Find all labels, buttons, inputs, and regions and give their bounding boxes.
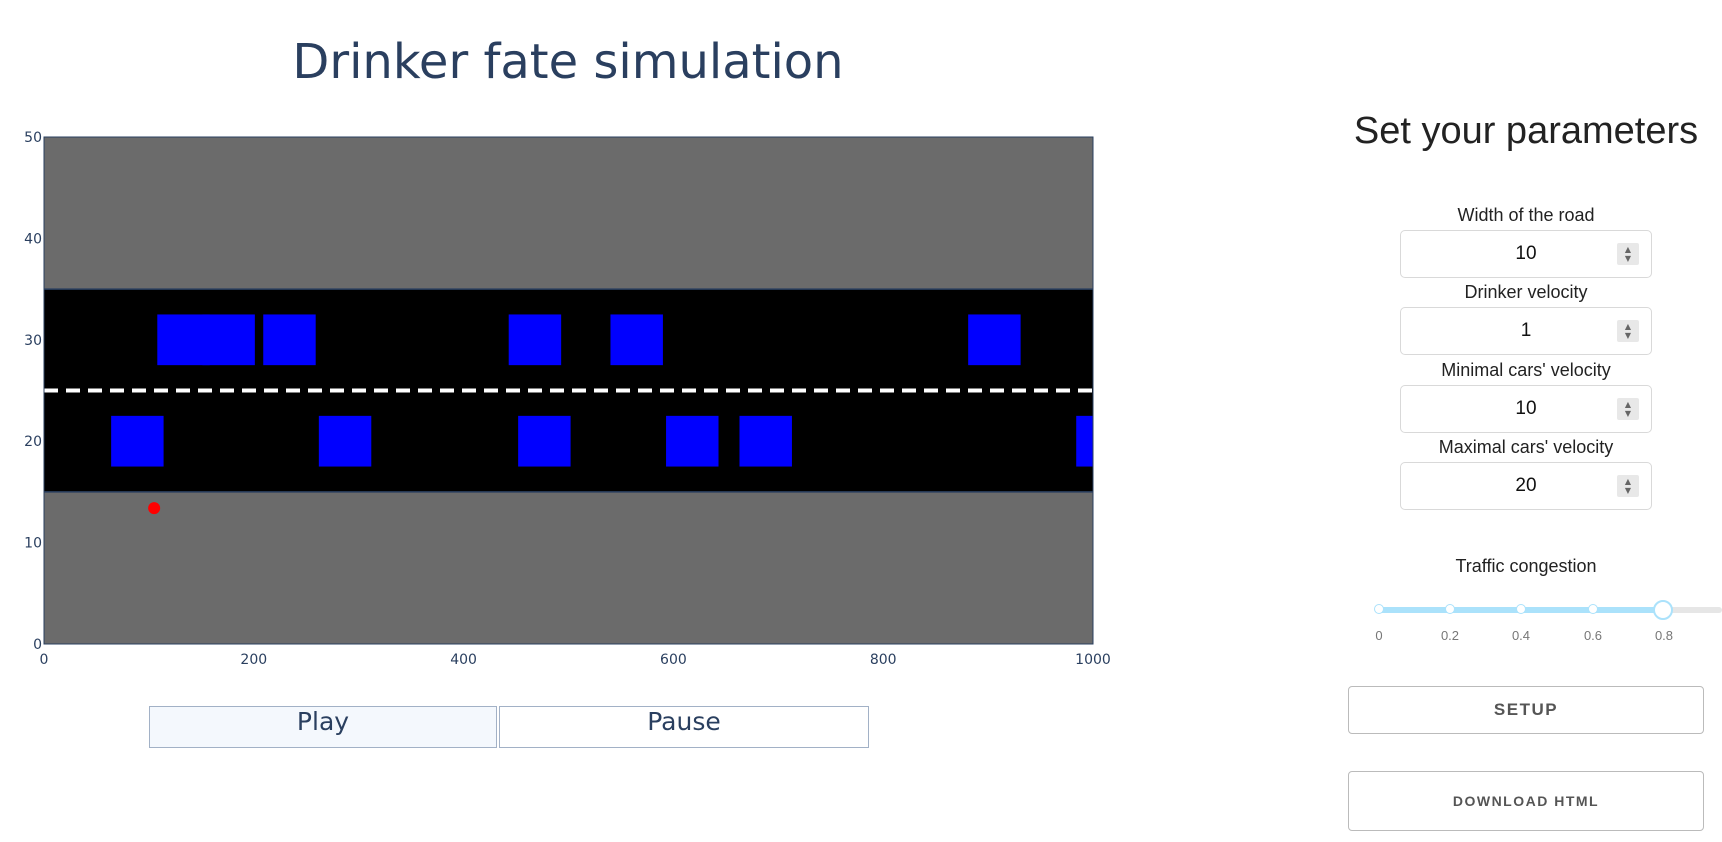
congestion-dot-0.4[interactable] [1516,604,1526,614]
pause-button[interactable]: Pause [499,706,869,748]
drinker-velocity-spinner[interactable]: ▲ ▼ [1617,320,1639,342]
y-tick-label: 0 [33,637,42,653]
car-11 [1076,415,1093,467]
car-6 [111,415,164,467]
road-width-label: Width of the road [1457,205,1595,225]
chevron-up-icon: ▲ [1624,477,1632,486]
play-button[interactable]: Play [149,706,497,748]
car-7 [318,415,372,467]
drinker-velocity-label: Drinker velocity [1464,282,1588,302]
congestion-mark-0.2: 0.2 [1440,628,1460,643]
min-car-velocity-value: 10 [1515,398,1537,419]
congestion-dot-0.2[interactable] [1445,604,1455,614]
y-tick-label: 40 [24,231,42,247]
congestion-label: Traffic congestion [1455,556,1597,576]
car-3 [508,314,562,366]
car-10 [739,415,792,467]
setup-button[interactable]: SETUP [1348,686,1704,734]
chevron-down-icon: ▼ [1624,486,1632,495]
congestion-dot-0[interactable] [1374,604,1384,614]
y-tick-label: 50 [24,130,42,146]
y-tick-label: 10 [24,536,42,552]
x-tick-label: 600 [660,652,687,668]
y-tick-label: 30 [24,333,42,349]
min-car-velocity-spinner[interactable]: ▲ ▼ [1617,398,1639,420]
drinker-velocity-input[interactable]: 1 ▲ ▼ [1400,307,1652,355]
car-0 [157,314,210,366]
road-width-spinner[interactable]: ▲ ▼ [1617,243,1639,265]
max-car-velocity-label: Maximal cars' velocity [1438,437,1614,457]
max-car-velocity-spinner[interactable]: ▲ ▼ [1617,475,1639,497]
x-tick-label: 200 [240,652,267,668]
car-9 [666,415,719,467]
simulation-title: Drinker fate simulation [292,34,844,90]
congestion-mark-0.6: 0.6 [1583,628,1603,643]
road-plot: 0 200 400 600 800 1000 0 10 20 30 40 50 [24,130,1111,668]
max-car-velocity-value: 20 [1515,475,1537,496]
congestion-slider-handle[interactable] [1653,600,1673,620]
congestion-dot-0.6[interactable] [1588,604,1598,614]
car-8 [518,415,571,467]
chevron-up-icon: ▲ [1624,400,1632,409]
x-tick-label: 800 [870,652,897,668]
min-car-velocity-label: Minimal cars' velocity [1441,360,1611,380]
download-html-button[interactable]: DOWNLOAD HTML [1348,771,1704,831]
chevron-down-icon: ▼ [1624,254,1632,263]
congestion-mark-0: 0 [1375,628,1383,643]
car-4 [610,314,663,366]
parameters-title: Set your parameters [1353,110,1699,152]
chevron-up-icon: ▲ [1624,245,1632,254]
chevron-up-icon: ▲ [1624,322,1632,331]
congestion-mark-0.4: 0.4 [1511,628,1531,643]
y-tick-label: 20 [24,434,42,450]
car-5 [968,314,1021,366]
x-tick-label: 0 [40,652,49,668]
max-car-velocity-input[interactable]: 20 ▲ ▼ [1400,462,1652,510]
plot-frame [43,136,1094,645]
chevron-down-icon: ▼ [1624,331,1632,340]
drinker-velocity-value: 1 [1520,320,1532,341]
car-2 [263,314,316,366]
x-tick-label: 1000 [1075,652,1111,668]
drinker-marker [148,502,161,515]
road-width-value: 10 [1515,243,1537,264]
car-1 [202,314,255,366]
congestion-mark-0.8: 0.8 [1654,628,1674,643]
chevron-down-icon: ▼ [1624,409,1632,418]
road-width-input[interactable]: 10 ▲ ▼ [1400,230,1652,278]
x-tick-label: 400 [450,652,477,668]
min-car-velocity-input[interactable]: 10 ▲ ▼ [1400,385,1652,433]
